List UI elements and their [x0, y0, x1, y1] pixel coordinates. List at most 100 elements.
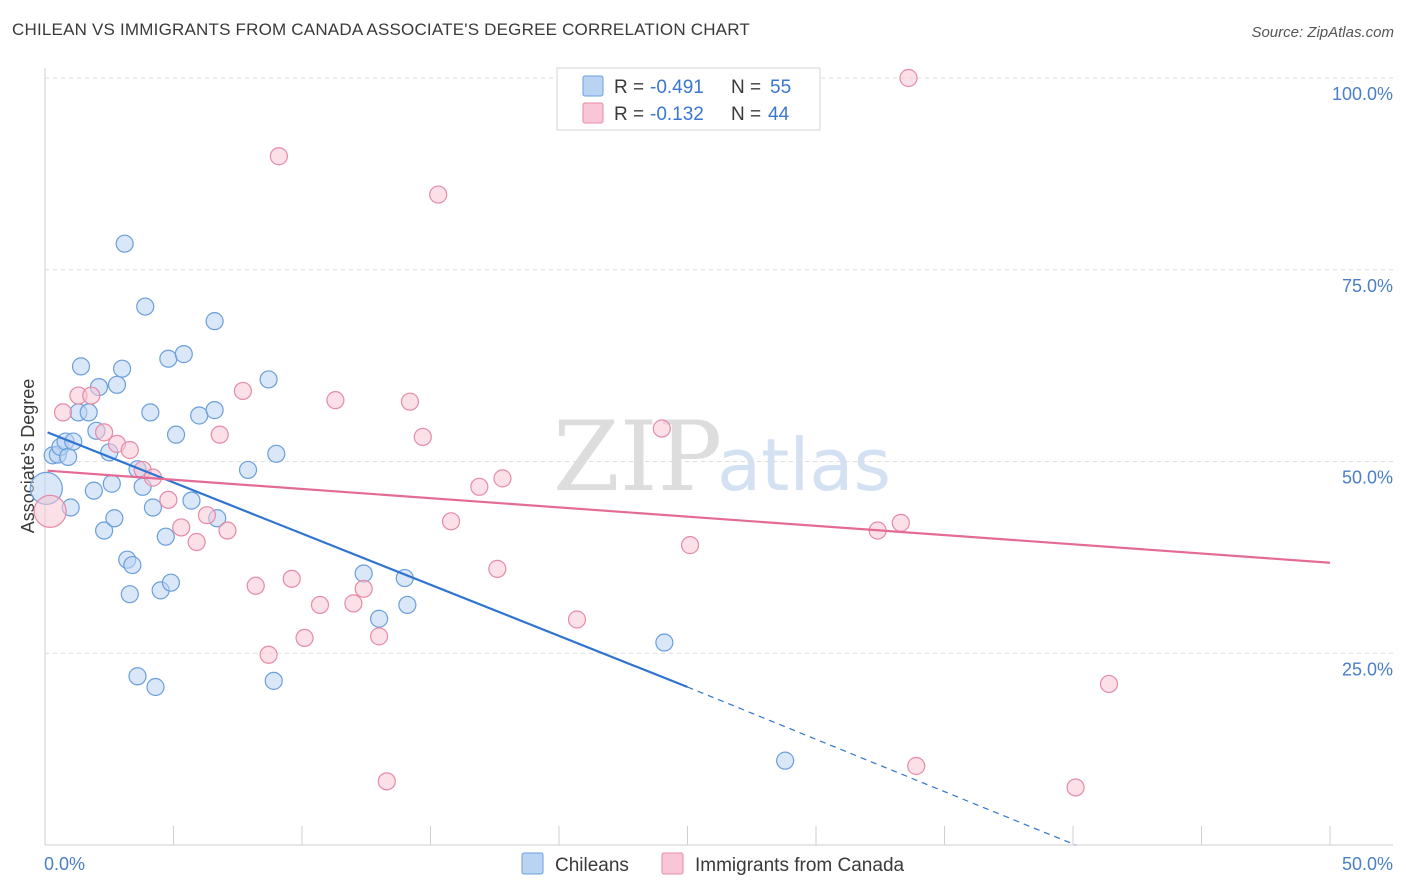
y-tick-labels: 100.0% 75.0% 50.0% 25.0%: [1332, 84, 1393, 679]
legend-n-label-1: N =: [731, 77, 761, 98]
trend-line-chileans-extension: [687, 686, 1076, 846]
point-chileans-34: [161, 573, 181, 592]
trend-line-canada: [47, 469, 1331, 564]
y-tick-label-2: 50.0%: [1342, 468, 1393, 488]
point-canada-39: [899, 68, 918, 88]
point-chileans-33: [159, 349, 178, 368]
point-canada-9: [159, 490, 178, 509]
point-canada-25: [370, 627, 389, 646]
point-chileans-23: [123, 555, 142, 575]
point-canada-11: [187, 532, 206, 552]
legend-r-value-1: -0.491: [650, 77, 704, 98]
point-chileans-17: [105, 509, 124, 528]
point-chileans-42: [238, 460, 258, 480]
point-canada-19: [282, 569, 301, 588]
watermark-atlas: atlas: [717, 423, 891, 507]
point-chileans-5: [59, 447, 78, 466]
point-canada-26: [377, 772, 396, 791]
point-chileans-11: [84, 481, 103, 500]
data-points: [29, 68, 1119, 797]
bottom-legend-chileans: Chileans: [555, 855, 629, 876]
point-chileans-36: [174, 345, 193, 364]
watermark: ZIP atlas: [553, 401, 891, 513]
point-chileans-29: [143, 498, 163, 517]
legend-n-label-2: N =: [731, 104, 761, 125]
point-chileans-37: [182, 491, 201, 510]
point-canada-0: [33, 494, 67, 528]
point-canada-29: [429, 185, 448, 204]
point-canada-14: [218, 521, 237, 540]
point-canada-13: [210, 425, 229, 444]
point-canada-32: [488, 559, 507, 578]
legend-n-value-1: 55: [770, 77, 791, 98]
point-canada-23: [344, 594, 363, 613]
point-canada-18: [269, 147, 288, 166]
point-canada-30: [441, 512, 461, 531]
y-tick-label-0: 100.0%: [1332, 84, 1393, 104]
point-canada-27: [400, 392, 420, 411]
point-canada-22: [326, 391, 345, 410]
point-chileans-18: [107, 375, 127, 394]
point-canada-35: [652, 419, 671, 438]
legend-r-label-1: R =: [614, 77, 644, 98]
point-chileans-47: [370, 609, 389, 628]
point-chileans-10: [79, 403, 98, 422]
point-chileans-19: [112, 359, 132, 378]
legend-swatch-chileans: [582, 75, 604, 97]
point-canada-21: [310, 595, 330, 615]
point-canada-24: [354, 579, 373, 598]
bottom-legend: Chileans Immigrants from Canada: [521, 852, 905, 876]
point-chileans-43: [259, 370, 278, 389]
point-chileans-25: [128, 667, 147, 686]
legend-r-value-2: -0.132: [650, 104, 704, 125]
point-canada-31: [470, 477, 489, 496]
legend: R = -0.491 N = 55 R = -0.132 N = 44: [556, 67, 821, 131]
y-tick-label-3: 25.0%: [1342, 659, 1393, 679]
point-chileans-49: [398, 595, 417, 615]
point-canada-3: [82, 386, 101, 405]
y-tick-label-1: 75.0%: [1342, 276, 1393, 296]
x-tick-label-min: 0.0%: [44, 854, 85, 874]
source-label: Source: ZipAtlas.com: [1251, 24, 1394, 41]
point-chileans-38: [190, 406, 209, 425]
point-chileans-46: [354, 564, 373, 583]
legend-swatch-canada: [582, 102, 604, 124]
point-chileans-14: [95, 521, 114, 540]
point-canada-40: [907, 756, 926, 776]
point-chileans-50: [655, 633, 674, 652]
point-canada-38: [891, 513, 910, 532]
point-chileans-22: [120, 585, 139, 604]
point-canada-6: [120, 440, 139, 460]
trend-line-chileans: [47, 431, 688, 689]
point-chileans-27: [136, 297, 155, 316]
point-canada-10: [172, 518, 191, 537]
point-canada-34: [567, 610, 587, 629]
point-canada-33: [493, 469, 512, 488]
point-chileans-16: [102, 474, 121, 493]
point-chileans-20: [115, 234, 134, 253]
bottom-legend-swatch-canada: [661, 852, 684, 875]
point-canada-36: [680, 536, 700, 555]
point-chileans-30: [146, 677, 165, 697]
point-canada-16: [246, 576, 265, 595]
point-chileans-32: [156, 527, 175, 546]
point-chileans-45: [267, 444, 286, 463]
legend-n-value-2: 44: [768, 104, 790, 125]
trend-lines: [47, 431, 1331, 846]
point-chileans-40: [205, 401, 224, 420]
point-canada-17: [259, 645, 278, 664]
point-canada-20: [295, 628, 314, 648]
bottom-legend-canada: Immigrants from Canada: [695, 855, 905, 876]
point-chileans-9: [71, 357, 91, 376]
bottom-legend-swatch-chileans: [521, 852, 544, 875]
point-canada-28: [413, 427, 432, 447]
point-chileans-35: [166, 425, 186, 444]
legend-r-label-2: R =: [614, 104, 644, 125]
point-canada-4: [95, 423, 114, 442]
point-chileans-39: [205, 312, 224, 331]
point-canada-41: [1066, 778, 1085, 797]
x-tick-label-max: 50.0%: [1342, 854, 1393, 874]
gridlines: [45, 77, 1393, 654]
point-canada-42: [1099, 674, 1119, 694]
